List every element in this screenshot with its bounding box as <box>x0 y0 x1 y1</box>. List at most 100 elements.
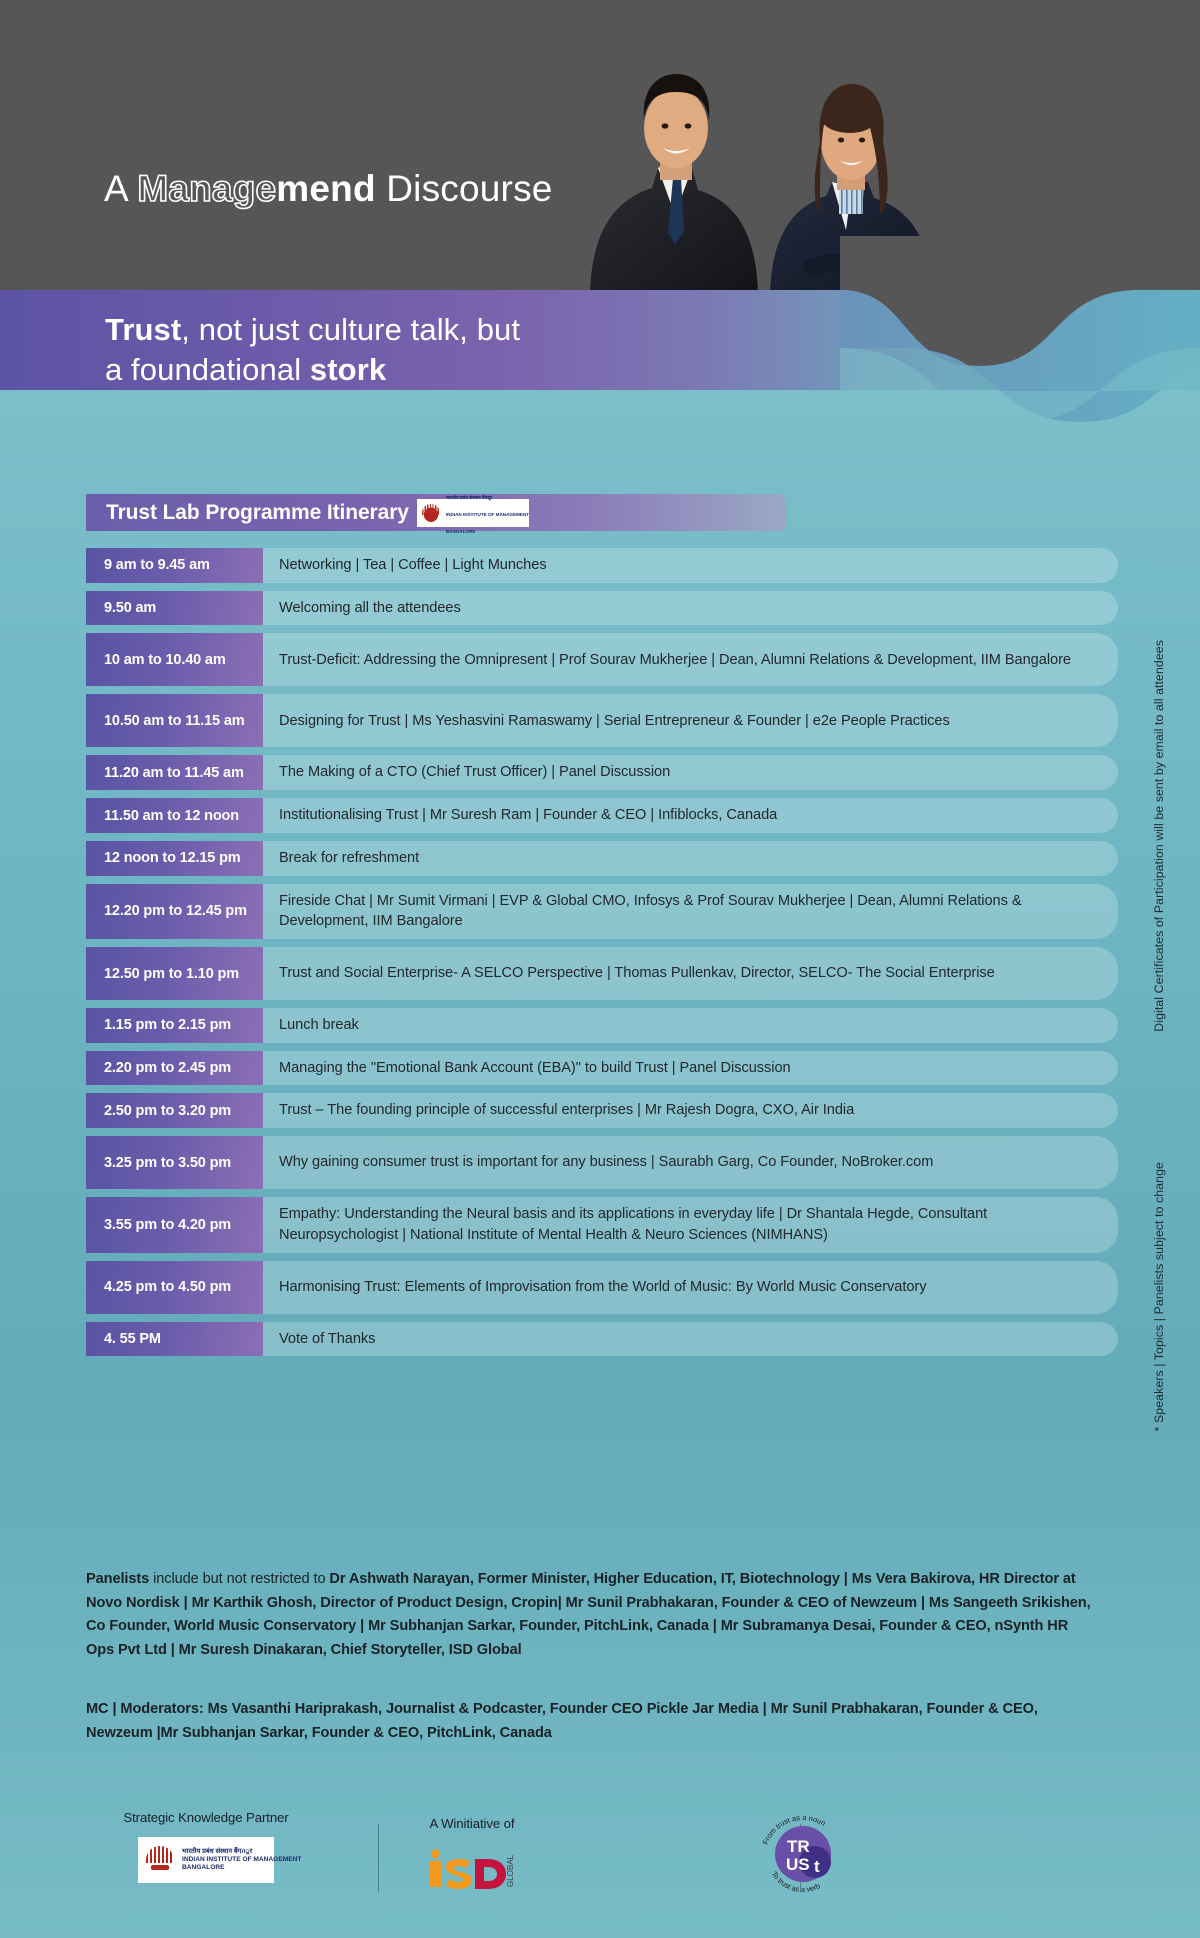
trust-circular-logo: TR US t From trust as a noun To trust as… <box>755 1806 851 1902</box>
itinerary-row: 4.25 pm to 4.50 pm Harmonising Trust: Ele… <box>86 1260 1118 1314</box>
row-description-text: Vote of Thanks <box>279 1330 376 1347</box>
title-prefix: A <box>104 168 138 209</box>
row-time-badge: 10 am to 10.40 am <box>86 633 263 687</box>
moderators-paragraph: MC | Moderators: Ms Vasanthi Hariprakash… <box>86 1701 1038 1741</box>
initiative-column: A Winitiative of GLOBAL <box>372 1816 572 1893</box>
iim-bangalore-logo-large: भारतीय प्रबंध संस्थान बैंगлूर INDIAN INS… <box>138 1837 301 1883</box>
row-time-badge: 2.50 pm to 3.20 pm <box>86 1093 263 1129</box>
row-time-text: 12.20 pm to 12.45 pm <box>104 903 247 920</box>
iim-emblem-icon <box>419 501 442 524</box>
itinerary-row: 2.20 pm to 2.45 pm Managing the "Emotiona… <box>86 1050 1118 1086</box>
subject-to-change-note: * Speakers | Topics | Panelists subject … <box>1152 1162 1166 1432</box>
panelists-names: Dr Ashwath Narayan, Former Minister, Hig… <box>86 1571 1091 1658</box>
isd-global-logo: GLOBAL <box>412 1847 532 1893</box>
row-time-text: 2.50 pm to 3.20 pm <box>104 1102 232 1119</box>
row-description-cell: Fireside Chat | Mr Sumit Virmani | EVP &… <box>263 884 1118 939</box>
row-time-text: 4. 55 PM <box>104 1330 161 1347</box>
iim-english-name-footer-2: BANGALORE <box>182 1864 225 1872</box>
row-time-badge: 12 noon to 12.15 pm <box>86 840 263 876</box>
footer-divider-1 <box>378 1824 379 1892</box>
certificates-note: Digital Certificates of Participation wi… <box>1152 640 1166 1032</box>
row-description-text: Trust-Deficit: Addressing the Omnipresen… <box>279 651 1071 668</box>
itinerary-table: 9 am to 9.45 am Networking | Tea | Coffee… <box>86 548 1118 1364</box>
row-description-cell: Vote of Thanks <box>263 1322 1118 1357</box>
strategic-partner-label: Strategic Knowledge Partner <box>123 1810 289 1825</box>
itinerary-row: 1.15 pm to 2.15 pm Lunch break <box>86 1008 1118 1043</box>
hero-header: A Managemend Discourse <box>0 0 1200 292</box>
row-description-text: The Making of a CTO (Chief Trust Officer… <box>279 764 671 781</box>
itinerary-row: 9.50 am Welcoming all the attendees <box>86 590 1118 626</box>
row-time-text: 1.15 pm to 2.15 pm <box>104 1017 232 1034</box>
row-time-badge: 9 am to 9.45 am <box>86 548 263 583</box>
row-time-text: 9 am to 9.45 am <box>104 557 210 574</box>
row-description-text: Welcoming all the attendees <box>279 599 461 616</box>
tagline-bold-trust: Trust <box>105 312 182 347</box>
row-time-text: 12 noon to 12.15 pm <box>104 850 241 867</box>
row-description-cell: Why gaining consumer trust is important … <box>263 1136 1118 1189</box>
row-time-badge: 4. 55 PM <box>86 1321 263 1357</box>
row-description-text: Lunch break <box>279 1017 359 1034</box>
row-description-text: Institutionalising Trust | Mr Suresh Ram… <box>279 807 778 824</box>
row-description-cell: Break for refreshment <box>263 841 1118 876</box>
row-description-text: Trust – The founding principle of succes… <box>279 1102 855 1119</box>
trust-logo-mark: TR US t From trust as a noun To trust as… <box>761 1813 831 1894</box>
row-time-badge: 3.55 pm to 4.20 pm <box>86 1197 263 1253</box>
row-description-text: Why gaining consumer trust is important … <box>279 1154 934 1171</box>
itinerary-heading-text: Trust Lab Programme Itinerary <box>106 500 409 524</box>
row-description-cell: Welcoming all the attendees <box>263 591 1118 626</box>
row-time-badge: 12.50 pm to 1.10 pm <box>86 947 263 1001</box>
row-description-cell: Lunch break <box>263 1008 1118 1043</box>
itinerary-row: 10 am to 10.40 am Trust-Deficit: Addressi… <box>86 633 1118 687</box>
row-description-cell: Empathy: Understanding the Neural basis … <box>263 1197 1118 1252</box>
row-time-text: 11.50 am to 12 noon <box>104 807 239 824</box>
initiative-label: A Winitiative of <box>429 1816 515 1831</box>
itinerary-row: 4. 55 PM Vote of Thanks <box>86 1321 1118 1357</box>
panelists-lead: include but not restricted to <box>149 1571 330 1587</box>
iim-english-name-1: INDIAN INSTITUTE OF MANAGEMENT <box>445 512 530 518</box>
panelists-paragraph: Panelists include but not restricted to … <box>86 1568 1096 1663</box>
row-time-badge: 11.50 am to 12 noon <box>86 798 263 833</box>
iim-english-name-footer-1: INDIAN INSTITUTE OF MANAGEMENT <box>182 1855 302 1863</box>
row-description-cell: Harmonising Trust: Elements of Improvisa… <box>263 1261 1118 1314</box>
row-description-cell: Trust and Social Enterprise- A SELCO Per… <box>263 947 1118 1000</box>
row-time-badge: 12.20 pm to 12.45 pm <box>86 883 263 940</box>
row-description-cell: Trust-Deficit: Addressing the Omnipresen… <box>263 633 1118 686</box>
itinerary-row: 12.20 pm to 12.45 pm Fireside Chat | Mr S… <box>86 883 1118 940</box>
row-time-text: 11.20 am to 11.45 am <box>104 764 244 781</box>
iim-bangalore-logo-small: भारतीय प्रबंध संस्थान बैंगलूर INDIAN INS… <box>416 495 530 534</box>
trust-logo-column: TR US t From trust as a noun To trust as… <box>708 1804 898 1902</box>
row-time-badge: 4.25 pm to 4.50 pm <box>86 1260 263 1314</box>
iim-hindi-name-footer: भारतीय प्रबंध संस्थान बैंगлूर <box>182 1847 253 1855</box>
row-time-badge: 11.20 am to 11.45 am <box>86 755 263 791</box>
row-time-badge: 1.15 pm to 2.15 pm <box>86 1008 263 1043</box>
row-description-cell: Trust – The founding principle of succes… <box>263 1093 1118 1128</box>
strategic-partner-column: Strategic Knowledge Partner भारतीय प्रबं… <box>96 1810 316 1883</box>
row-time-text: 3.55 pm to 4.20 pm <box>104 1216 232 1233</box>
row-description-text: Managing the "Emotional Bank Account (EB… <box>279 1059 791 1076</box>
title-outline-word: Manage <box>137 167 277 210</box>
row-description-text: Harmonising Trust: Elements of Improvisa… <box>279 1278 927 1295</box>
row-description-text: Trust and Social Enterprise- A SELCO Per… <box>279 965 995 982</box>
svg-text:US: US <box>786 1855 810 1874</box>
title-suffix: Discourse <box>375 168 553 209</box>
tagline-line-1-rest: , not just culture talk, but <box>181 312 521 347</box>
itinerary-row: 11.50 am to 12 noon Institutionalising Tr… <box>86 798 1118 833</box>
tagline: Trust, not just culture talk, but a foun… <box>105 310 520 389</box>
tagline-line-2-rest: a foundational <box>105 351 310 387</box>
panelists-label: Panelists <box>86 1571 150 1587</box>
row-time-text: 12.50 pm to 1.10 pm <box>104 965 239 982</box>
row-time-text: 10 am to 10.40 am <box>104 651 226 668</box>
row-time-text: 9.50 am <box>104 600 157 617</box>
row-description-text: Networking | Tea | Coffee | Light Munche… <box>279 557 547 573</box>
itinerary-heading-bar: Trust Lab Programme Itinerary भारतीय प्र… <box>86 494 786 534</box>
row-time-text: 3.25 pm to 3.50 pm <box>104 1154 232 1171</box>
iim-hindi-name: भारतीय प्रबंध संस्थान बैंगलूर <box>445 495 493 501</box>
itinerary-row: 12 noon to 12.15 pm Break for refreshment <box>86 840 1118 876</box>
row-time-text: 2.20 pm to 2.45 pm <box>104 1060 232 1077</box>
row-description-cell: Institutionalising Trust | Mr Suresh Ram… <box>263 798 1118 833</box>
row-time-text: 10.50 am to 11.15 am <box>104 712 245 729</box>
panelists-block: Panelists include but not restricted to … <box>86 1568 1096 1663</box>
isd-logo-mark: GLOBAL <box>430 1849 515 1889</box>
itinerary-row: 3.25 pm to 3.50 pm Why gaining consumer t… <box>86 1136 1118 1190</box>
